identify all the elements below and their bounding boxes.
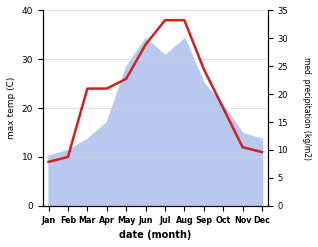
Y-axis label: max temp (C): max temp (C) <box>7 77 16 139</box>
X-axis label: date (month): date (month) <box>119 230 191 240</box>
Y-axis label: med. precipitation (kg/m2): med. precipitation (kg/m2) <box>302 57 311 160</box>
